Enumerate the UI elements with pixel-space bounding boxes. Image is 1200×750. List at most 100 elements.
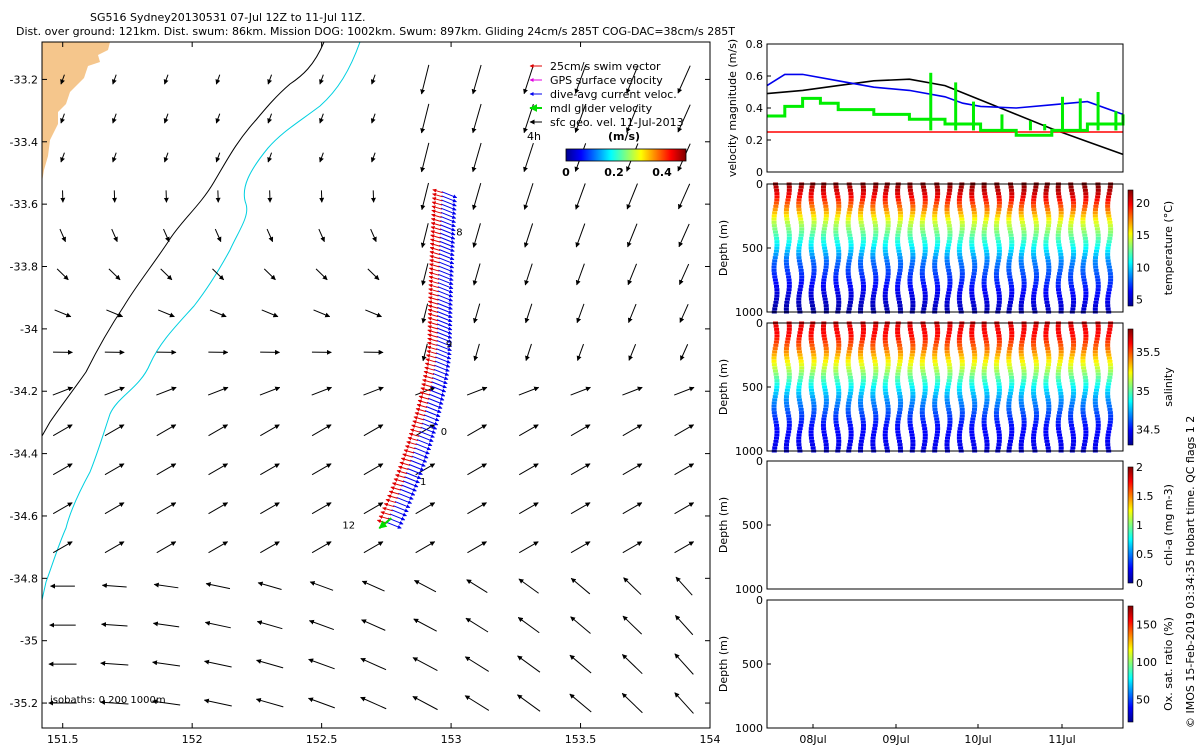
profile-sample — [896, 249, 902, 253]
profile-sample — [957, 300, 963, 304]
map-x-tick-label: 152.5 — [306, 733, 338, 746]
profile-sample — [1093, 407, 1099, 411]
profile-sample — [897, 391, 903, 395]
profile-sample — [1033, 359, 1039, 363]
profile-sample — [1032, 375, 1038, 379]
profile-sample — [981, 414, 987, 418]
profile-sample — [885, 356, 891, 360]
profile-sample — [1009, 379, 1015, 383]
profile-sample — [934, 417, 940, 421]
profile-sample — [848, 192, 854, 196]
swim-vector — [429, 259, 440, 264]
profile-sample — [982, 427, 988, 431]
profile-sample — [1094, 246, 1100, 250]
sfc-velocity-arrow — [412, 696, 438, 711]
isobath-200m — [42, 42, 361, 601]
sfc-velocity-arrow — [52, 424, 73, 437]
profile-sample — [786, 427, 792, 431]
profile-sample — [969, 327, 975, 331]
sfc-velocity-arrow — [415, 386, 436, 396]
sfc-velocity-arrow — [208, 502, 229, 515]
profile-sample — [1105, 300, 1111, 304]
profile-sample — [1046, 407, 1052, 411]
dac-vector — [433, 368, 450, 376]
profile-sample — [1081, 259, 1087, 263]
profile-sample — [858, 350, 864, 354]
profile-sample — [846, 350, 852, 354]
profile-sample — [1105, 385, 1111, 389]
profile-sample — [1070, 433, 1076, 437]
profile-sample — [1107, 363, 1113, 367]
dac-vector — [436, 323, 453, 331]
profile-sample — [935, 379, 941, 383]
profile-sample — [835, 446, 841, 450]
sfc-velocity-arrow — [471, 142, 482, 173]
sfc-velocity-arrow — [257, 581, 282, 590]
profile-sample — [870, 446, 876, 450]
profile-sample — [771, 359, 777, 363]
profile-sample — [821, 278, 827, 282]
swim-vector — [427, 337, 438, 342]
dac-vector — [429, 389, 446, 397]
sfc-velocity-arrow — [311, 463, 332, 476]
profile-sample — [944, 304, 950, 308]
profile-sample — [858, 262, 864, 266]
profile-sample — [870, 350, 876, 354]
profile-sample — [1045, 366, 1051, 370]
profile-sample — [1070, 430, 1076, 434]
sfc-velocity-arrow — [674, 541, 695, 554]
profile-sample — [947, 324, 953, 328]
sfc-velocity-arrow — [674, 424, 695, 437]
profile-sample — [982, 195, 988, 199]
profile-sample — [1069, 288, 1075, 292]
profile-sample — [1105, 246, 1111, 250]
profile-sample — [957, 304, 963, 308]
profile-sample — [1006, 307, 1012, 311]
profile-sample — [909, 246, 915, 250]
profile-sample — [970, 249, 976, 253]
profile-sample — [860, 240, 866, 244]
profile-sample — [947, 414, 953, 418]
profile-sample — [858, 256, 864, 260]
profile-sample — [957, 347, 963, 351]
profile-sample — [981, 236, 987, 240]
profile-sample — [897, 265, 903, 269]
profile-sample — [1031, 304, 1037, 308]
profile-sample — [885, 268, 891, 272]
profile-sample — [895, 185, 901, 189]
profile-sample — [1107, 324, 1113, 328]
sfc-velocity-arrow — [311, 386, 332, 396]
profile-sample — [1043, 246, 1049, 250]
sfc-velocity-arrow — [674, 502, 695, 515]
profile-sample — [932, 304, 938, 308]
profile-sample — [994, 359, 1000, 363]
profile-sample — [810, 395, 816, 399]
sfc-velocity-arrow — [111, 152, 117, 163]
profile-sample — [1044, 391, 1050, 395]
profile-sample — [885, 404, 891, 408]
profile-sample — [945, 404, 951, 408]
legend-label-dac: dive-avg current veloc. — [550, 88, 677, 101]
profile-sample — [859, 249, 865, 253]
profile-sample — [1070, 291, 1076, 295]
swim-vector — [380, 511, 391, 516]
profile-sample — [1045, 446, 1051, 450]
profile-sample — [994, 220, 1000, 224]
depth-tick-label: 0 — [756, 178, 763, 191]
profile-sample — [934, 420, 940, 424]
dac-vector — [438, 273, 454, 281]
profile-sample — [934, 278, 940, 282]
dac-vector — [408, 463, 425, 471]
profile-sample — [1058, 265, 1064, 269]
profile-sample — [1081, 395, 1087, 399]
profile-sample — [933, 340, 939, 344]
profile-sample — [983, 297, 989, 301]
profile-sample — [796, 297, 802, 301]
profile-sample — [1058, 401, 1064, 405]
profile-sample — [885, 366, 891, 370]
profile-sample — [1006, 359, 1012, 363]
profile-sample — [982, 243, 988, 247]
profile-sample — [910, 439, 916, 443]
profile-sample — [810, 256, 816, 260]
profile-sample — [784, 300, 790, 304]
